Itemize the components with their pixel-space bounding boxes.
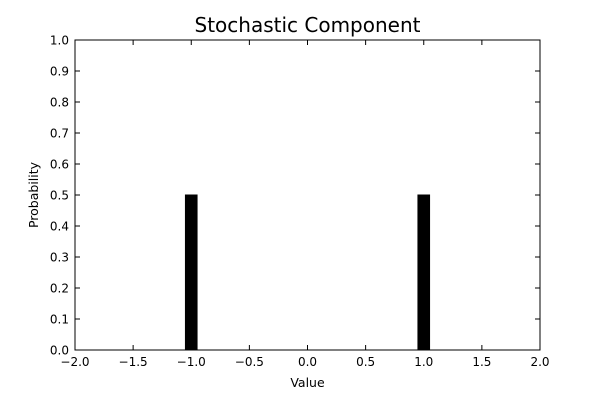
y-axis-label: Probability	[26, 161, 41, 228]
y-tick-label: 0.7	[50, 127, 69, 141]
x-tick-label: −1.0	[177, 355, 206, 369]
y-tick-label: 1.0	[50, 34, 69, 48]
x-tick-label: −2.0	[60, 355, 89, 369]
y-tick-label: 0.8	[50, 96, 69, 110]
y-tick-label: 0.2	[50, 282, 69, 296]
x-tick-label: 0.5	[356, 355, 375, 369]
x-tick-label: −1.5	[119, 355, 148, 369]
x-tick-label: 2.0	[530, 355, 549, 369]
bar-0	[184, 194, 198, 351]
x-tick-label: −0.5	[235, 355, 264, 369]
chart-title: Stochastic Component	[195, 13, 421, 37]
bars-layer	[184, 194, 431, 351]
ticks-layer: −2.0 −1.5 −1.0 −0.5 0.0 0.5 1.0 1.5 2.0 0.0 0.1 0.2…	[50, 34, 550, 370]
x-tick-label: 0.0	[298, 355, 317, 369]
x-tick-label: 1.0	[414, 355, 433, 369]
y-tick-label: 0.5	[50, 189, 69, 203]
x-tick-label: 1.5	[472, 355, 491, 369]
y-tick-label: 0.4	[50, 220, 69, 234]
plot-frame	[74, 39, 541, 351]
bar-1	[417, 194, 431, 351]
y-tick-label: 0.3	[50, 251, 69, 265]
y-tick-label: 0.0	[50, 344, 69, 358]
y-tick-label: 0.9	[50, 65, 69, 79]
x-axis-label: Value	[290, 375, 325, 390]
y-tick-label: 0.6	[50, 158, 69, 172]
y-tick-label: 0.1	[50, 313, 69, 327]
